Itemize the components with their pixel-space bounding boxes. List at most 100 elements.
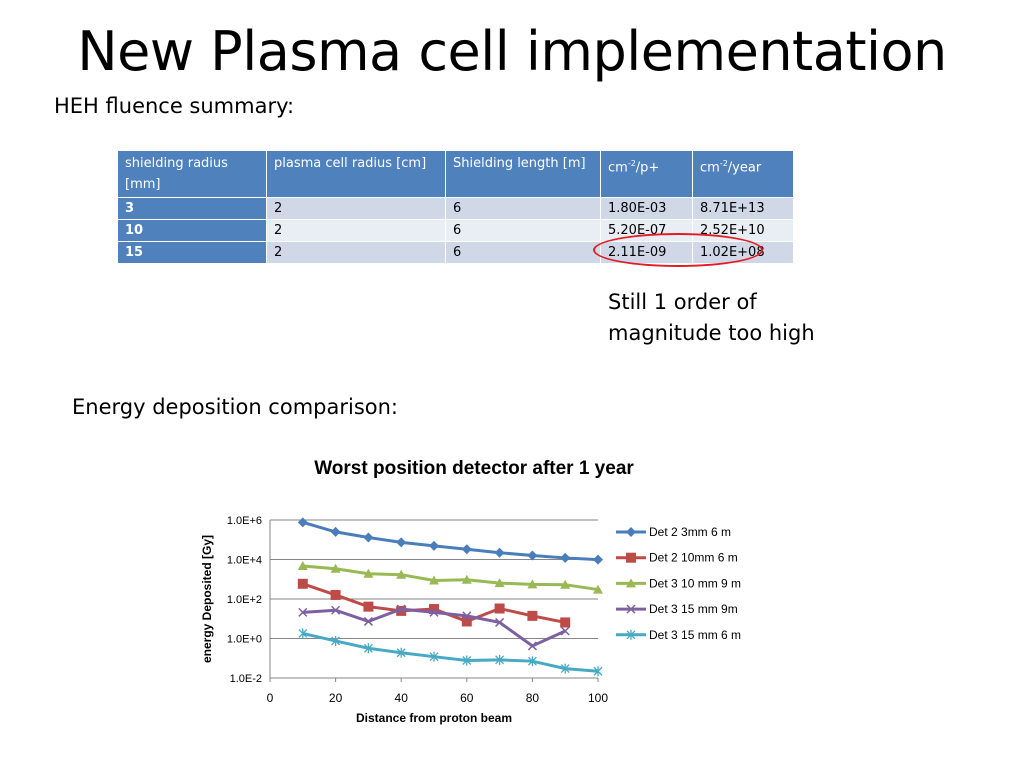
- diamond-marker: [593, 554, 603, 565]
- header-per-year: cm-2/year: [692, 150, 794, 198]
- highlight-ellipse: [593, 233, 763, 267]
- triangle-marker: [626, 578, 636, 588]
- x-marker: [626, 604, 636, 614]
- legend-item: Det 3 10 mm 9 m: [616, 576, 741, 590]
- square-marker: [429, 604, 439, 615]
- series-1: [297, 517, 603, 565]
- y-tick-label: 1.0E+4: [227, 555, 262, 567]
- diamond-marker: [626, 527, 636, 537]
- y-tick-label: 1.0E+0: [227, 634, 262, 646]
- header-per-proton: cm-2/p+: [600, 150, 693, 198]
- header-plasma-cell-radius: plasma cell radius [cm]: [266, 150, 446, 198]
- star-marker: [462, 655, 472, 666]
- x-marker: [560, 626, 570, 636]
- table-cell: 15: [117, 241, 267, 264]
- header-text: Shielding length [m]: [453, 156, 586, 171]
- diamond-marker: [396, 537, 407, 548]
- table-cell: 2: [266, 241, 446, 264]
- x-tick-label: 40: [395, 691, 409, 705]
- table-cell: 6: [445, 197, 601, 220]
- header-shielding-radius: shielding radius [mm]: [117, 150, 267, 198]
- table-cell: 8.71E+13: [692, 197, 794, 220]
- note-text: Still 1 order of magnitude too high: [608, 290, 815, 345]
- y-tick-label: 1.0E-2: [230, 673, 262, 685]
- x-tick-label: 80: [526, 691, 540, 705]
- legend-item: Det 2 10mm 6 m: [616, 551, 738, 565]
- star-marker: [429, 651, 439, 662]
- series-3: [297, 560, 603, 594]
- legend-label: Det 3 15 mm 6 m: [649, 628, 741, 642]
- header-unit: cm: [608, 160, 628, 176]
- x-tick-label: 20: [329, 691, 343, 705]
- table-row: 3 2 6 1.80E-03 8.71E+13: [117, 197, 794, 220]
- series-2: [297, 578, 571, 628]
- triangle-marker: [429, 575, 439, 585]
- series-line: [302, 520, 599, 562]
- series-line: [302, 564, 599, 592]
- x-tick-label: 60: [460, 691, 474, 705]
- diamond-marker: [527, 550, 538, 561]
- x-marker: [429, 607, 439, 617]
- triangle-marker: [396, 569, 407, 579]
- legend-label: Det 3 10 mm 9 m: [649, 576, 741, 590]
- x-marker: [331, 605, 341, 615]
- x-marker: [462, 611, 472, 621]
- legend-item: Det 2 3mm 6 m: [616, 525, 731, 539]
- diamond-marker: [330, 526, 341, 537]
- square-marker: [363, 601, 374, 612]
- legend-item: Det 3 15 mm 9m: [616, 602, 738, 616]
- diamond-marker: [297, 517, 308, 528]
- y-tick-label: 1.0E+6: [227, 515, 262, 527]
- header-sup: -2: [627, 159, 636, 168]
- diamond-marker: [461, 544, 472, 555]
- legend-label: Det 2 3mm 6 m: [649, 525, 731, 539]
- y-tick-label: 1.0E+2: [227, 594, 262, 606]
- diamond-marker: [363, 532, 374, 543]
- table-header-row: shielding radius [mm] plasma cell radius…: [117, 150, 794, 198]
- square-marker: [330, 589, 341, 600]
- triangle-marker: [593, 584, 603, 594]
- header-unit: cm: [700, 160, 720, 176]
- slide-title: New Plasma cell implementation: [77, 20, 947, 83]
- x-marker: [396, 604, 406, 614]
- heh-subtitle: HEH fluence summary:: [54, 94, 295, 118]
- table-cell: 10: [117, 219, 267, 242]
- x-tick-label: 100: [588, 691, 608, 705]
- table-cell: 6: [445, 241, 601, 264]
- legend-label: Det 2 10mm 6 m: [649, 551, 738, 565]
- series-4: [298, 604, 570, 651]
- header-unit-rest: /year: [727, 160, 762, 176]
- triangle-marker: [560, 579, 571, 589]
- star-marker: [626, 629, 636, 640]
- x-axis-label: Distance from proton beam: [356, 711, 512, 725]
- legend-label: Det 3 15 mm 9m: [649, 602, 738, 616]
- triangle-marker: [330, 563, 341, 573]
- star-marker: [527, 656, 537, 667]
- series-line: [302, 631, 599, 673]
- header-shielding-length: Shielding length [m]: [445, 150, 601, 198]
- table-cell: 2: [266, 219, 446, 242]
- star-marker: [331, 635, 341, 646]
- star-marker: [298, 628, 308, 639]
- x-marker: [495, 617, 505, 627]
- legend-item: Det 3 15 mm 6 m: [616, 628, 741, 642]
- x-marker: [363, 616, 373, 626]
- square-marker: [494, 603, 505, 614]
- x-marker: [527, 641, 537, 651]
- triangle-marker: [494, 578, 505, 588]
- series-5: [298, 628, 603, 677]
- table-cell: 1.80E-03: [600, 197, 693, 220]
- y-axis-label: energy Deposited [Gy]: [200, 535, 214, 663]
- triangle-marker: [461, 574, 472, 584]
- series-line: [302, 582, 566, 624]
- diamond-marker: [429, 540, 439, 551]
- x-marker: [298, 607, 308, 617]
- square-marker: [527, 610, 538, 621]
- energy-subtitle: Energy deposition comparison:: [72, 395, 398, 419]
- square-marker: [626, 552, 636, 563]
- star-marker: [396, 647, 406, 658]
- x-tick-label: 0: [267, 691, 274, 705]
- diamond-marker: [560, 552, 571, 563]
- star-marker: [495, 654, 505, 665]
